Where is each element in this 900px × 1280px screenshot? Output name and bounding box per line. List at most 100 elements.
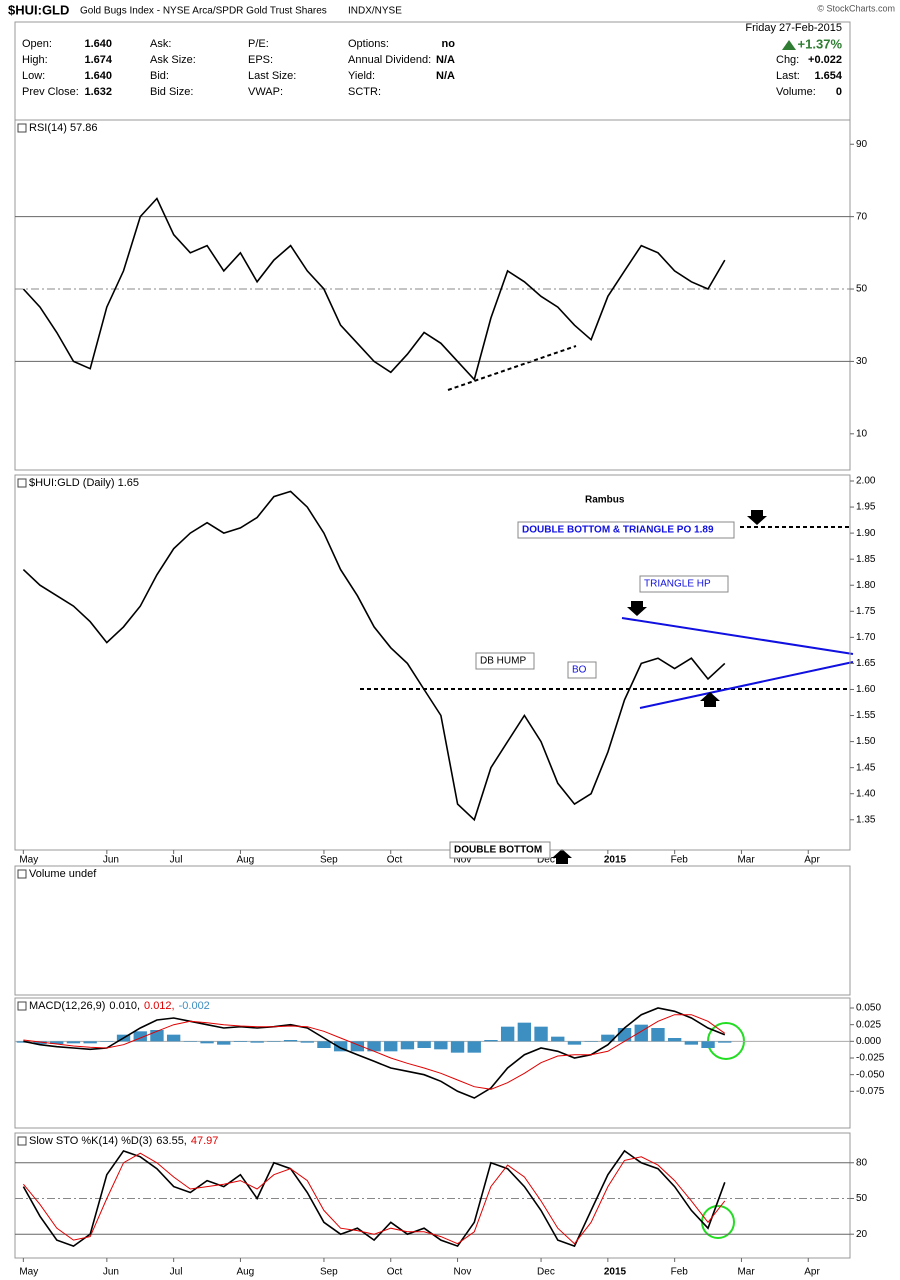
symbol: $HUI:GLD: [8, 2, 69, 17]
title-icon: [17, 869, 27, 879]
histogram-bar: [133, 1031, 147, 1042]
y-tick-label: 1.90: [856, 528, 876, 539]
histogram-bar: [267, 1041, 281, 1042]
histogram-bar: [150, 1030, 164, 1042]
series-line: [22, 490, 726, 822]
histogram-bar: [684, 1041, 699, 1045]
y-tick-label: 1.50: [856, 736, 876, 747]
histogram-bar: [400, 1041, 415, 1050]
field-label: Annual Dividend:: [348, 54, 431, 66]
panel-frame: [14, 1132, 851, 1259]
histogram-bar: [200, 1041, 214, 1044]
legend-value: 47.97: [191, 1135, 219, 1147]
y-tick-label: -0.050: [856, 1069, 885, 1080]
y-tick-label: 1.75: [856, 606, 876, 617]
y-tick-label: 0.050: [856, 1003, 881, 1014]
field-label: P/E:: [248, 38, 269, 50]
quote-value: +0.022: [808, 54, 842, 66]
y-tick-label: 1.85: [856, 554, 876, 565]
date: Friday 27-Feb-2015: [745, 22, 842, 34]
x-tick-label: Jul: [170, 855, 183, 866]
annotation: DOUBLE BOTTOM & TRIANGLE PO 1.89: [522, 525, 714, 536]
histogram-bar: [250, 1041, 264, 1043]
annotation-box: [639, 575, 729, 593]
histogram-bar: [384, 1041, 398, 1052]
y-tick-label: 10: [856, 428, 868, 439]
histogram-bar: [50, 1041, 64, 1044]
histogram-bar: [100, 1041, 114, 1042]
title-icon: [17, 478, 27, 488]
x-tick-label: Feb: [671, 1267, 689, 1278]
quote-value: 1.654: [814, 70, 842, 82]
field-label: Last Size:: [248, 70, 296, 82]
field-label: Open:: [22, 38, 52, 50]
quote-value: 0: [836, 86, 842, 98]
y-tick-label: 80: [856, 1157, 868, 1168]
annotation: DOUBLE BOTTOM: [454, 845, 542, 856]
y-tick-label: 0.025: [856, 1019, 881, 1030]
histogram-bar: [701, 1041, 715, 1048]
field-label: Bid Size:: [150, 86, 193, 98]
x-tick-label: Sep: [320, 1267, 338, 1278]
panel-frame: [14, 865, 851, 996]
histogram-bar: [567, 1041, 582, 1045]
histogram-bar: [667, 1038, 682, 1042]
y-tick-label: 1.95: [856, 502, 876, 513]
x-tick-label: Nov: [454, 1267, 472, 1278]
y-tick-label: 30: [856, 356, 868, 367]
histogram-bar: [484, 1040, 498, 1042]
x-tick-label: 2015: [604, 1267, 627, 1278]
x-tick-label: Jun: [103, 855, 119, 866]
histogram-bar: [283, 1040, 298, 1042]
y-tick-label: 1.45: [856, 762, 876, 773]
y-tick-label: -0.025: [856, 1053, 885, 1064]
y-tick-label: 0.000: [856, 1036, 881, 1047]
title-icon: [17, 1136, 27, 1146]
field-value: N/A: [436, 70, 455, 82]
x-tick-label: Dec: [537, 855, 555, 866]
panel-title: MACD(12,26,9): [29, 1000, 105, 1012]
quote-label: Last:: [776, 70, 800, 82]
histogram-bar: [83, 1041, 97, 1044]
y-tick-label: 1.70: [856, 632, 876, 643]
y-tick-label: 20: [856, 1229, 868, 1240]
histogram-bar: [584, 1041, 598, 1042]
panel-title: Slow STO %K(14) %D(3): [29, 1135, 152, 1147]
quote-label: Volume:: [776, 86, 816, 98]
field-label: Ask:: [150, 38, 171, 50]
panel-frame: [14, 997, 851, 1129]
x-tick-label: Sep: [320, 855, 338, 866]
histogram-bar: [166, 1034, 181, 1042]
annotation: Rambus: [585, 495, 625, 506]
histogram-bar: [534, 1026, 548, 1042]
y-tick-label: 90: [856, 139, 868, 150]
triangle-lower: [639, 661, 854, 709]
x-tick-label: Dec: [537, 1267, 555, 1278]
x-tick-label: Apr: [804, 1267, 820, 1278]
histogram-bar: [233, 1041, 248, 1042]
field-label: EPS:: [248, 54, 273, 66]
histogram-bar: [183, 1041, 198, 1042]
annotation: BO: [572, 665, 587, 676]
series-line: [22, 197, 726, 382]
y-tick-label: 1.80: [856, 580, 876, 591]
series-line: [23, 1014, 726, 1090]
field-label: Yield:: [348, 70, 375, 82]
series-line: [23, 1007, 726, 1099]
x-tick-label: Aug: [236, 855, 254, 866]
annotation-box: [449, 841, 551, 859]
field-label: Bid:: [150, 70, 169, 82]
field-label: SCTR:: [348, 86, 381, 98]
field-label: Options:: [348, 38, 389, 50]
legend-value: 0.012,: [144, 1000, 175, 1012]
x-tick-label: Apr: [804, 855, 820, 866]
arrow-down: [747, 510, 767, 525]
quote-label: Chg:: [776, 54, 799, 66]
histogram-bar: [317, 1041, 331, 1048]
x-tick-label: May: [19, 1267, 38, 1278]
y-tick-label: 1.35: [856, 814, 876, 825]
histogram-bar: [434, 1041, 448, 1050]
field-value: N/A: [436, 54, 455, 66]
